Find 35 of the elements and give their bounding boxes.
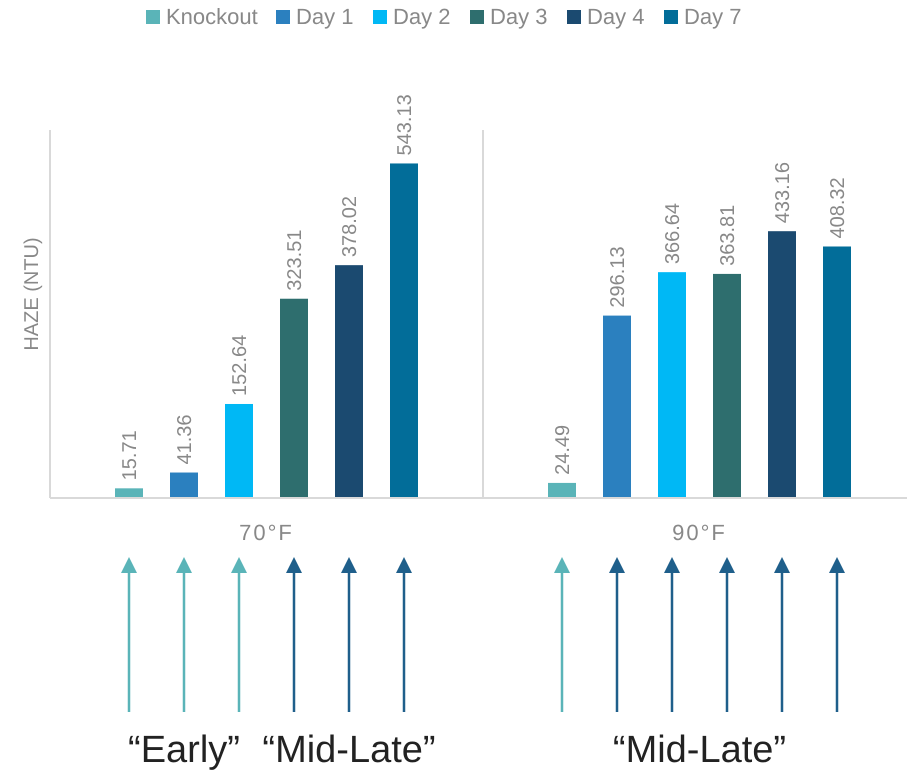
legend-label: Day 4 — [587, 4, 644, 29]
legend-label: Day 7 — [684, 4, 742, 29]
bar — [823, 246, 851, 498]
bar — [390, 163, 418, 498]
bar — [713, 274, 741, 498]
text: “Mid-Late” — [262, 729, 436, 771]
data-label: 15.71 — [119, 430, 141, 480]
x-tick-label: 70°F — [239, 520, 294, 545]
data-label: 152.64 — [229, 334, 251, 396]
x-tick-label: 90°F — [672, 520, 727, 545]
data-label: 433.16 — [772, 162, 794, 224]
legend-label: Knockout — [166, 4, 258, 29]
bar — [603, 316, 631, 498]
bar — [768, 231, 796, 498]
data-label: 24.49 — [552, 424, 574, 475]
legend-label: Day 3 — [490, 4, 548, 29]
y-axis-title: HAZE (NTU) — [21, 237, 43, 351]
bar — [280, 298, 308, 498]
data-label: 408.32 — [827, 177, 849, 238]
bar — [548, 482, 576, 498]
bar — [225, 404, 253, 498]
data-label: 366.64 — [662, 202, 684, 264]
data-label: 323.51 — [284, 230, 306, 291]
data-label: 41.36 — [174, 414, 196, 465]
text: “Early” — [128, 729, 240, 771]
legend-label: Day 1 — [296, 4, 354, 29]
data-label: 363.81 — [717, 204, 739, 266]
legend-label: Day 2 — [393, 4, 450, 29]
bar — [335, 265, 363, 498]
bar — [170, 472, 198, 498]
bar — [658, 272, 686, 498]
data-label: 296.13 — [607, 246, 629, 308]
data-label: 378.02 — [339, 196, 361, 258]
text: “Mid-Late” — [612, 729, 786, 771]
data-label: 543.13 — [394, 94, 416, 156]
